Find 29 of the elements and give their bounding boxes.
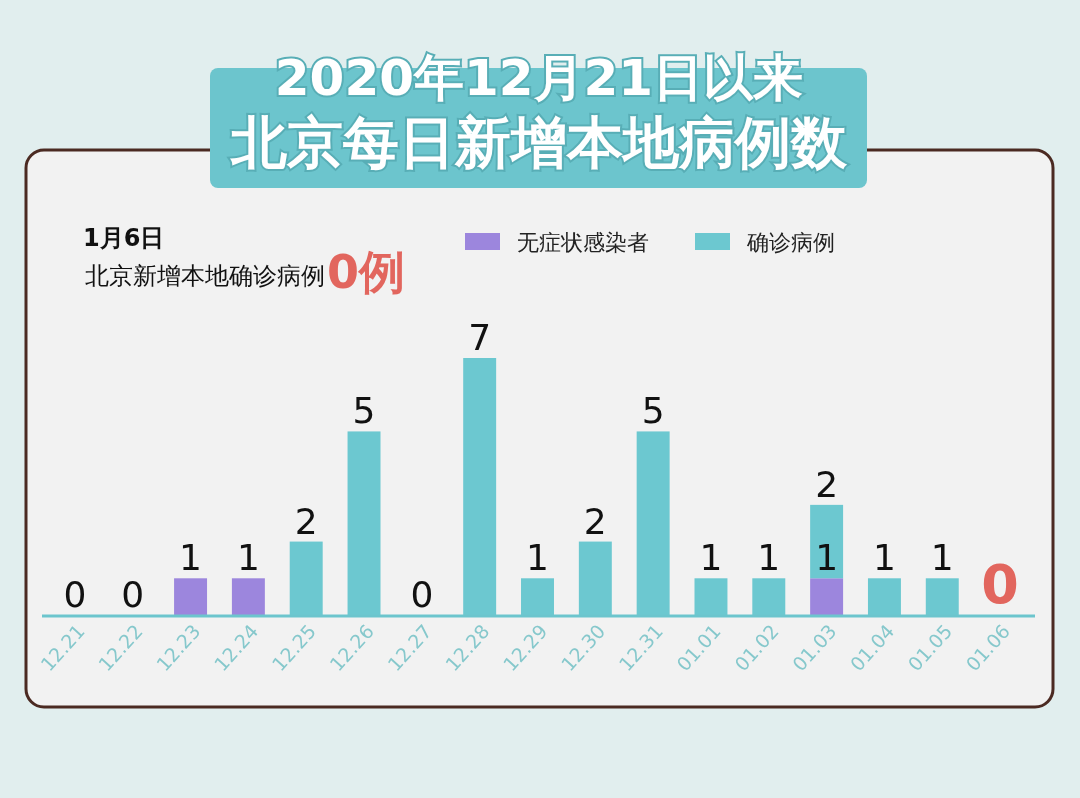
data-label: 1 (930, 537, 954, 579)
annotation: 0 (981, 553, 1019, 616)
data-label: 7 (468, 317, 492, 358)
text: 1月6日 (83, 224, 165, 252)
data-label: 1 (815, 537, 839, 579)
text: 北京新增本地确诊病例 (85, 262, 325, 290)
data-label: 0 (63, 574, 87, 615)
chart-subtitle: 北京每日新增本地病例数 (230, 110, 848, 175)
legend-label: 确诊病例 (746, 230, 835, 255)
data-label: 1 (699, 537, 723, 579)
chart-title: 2020年12月21日以来 (274, 49, 804, 107)
data-label: 5 (641, 390, 665, 432)
data-label: 1 (757, 537, 781, 579)
data-label: 2 (815, 463, 839, 505)
data-label: 0 (410, 574, 434, 615)
text: 0例 (327, 245, 406, 299)
data-label: 1 (526, 537, 549, 579)
data-label: 2 (583, 500, 607, 542)
data-label: 1 (236, 537, 260, 579)
bar (810, 504, 844, 579)
legend-label: 无症状感染者 (517, 230, 649, 255)
data-label: 1 (872, 537, 896, 579)
data-label: 5 (352, 390, 376, 432)
data-label: 1 (179, 537, 203, 579)
data-label: 0 (121, 574, 145, 615)
bar (174, 578, 208, 615)
bar (810, 578, 844, 615)
data-label: 2 (294, 500, 318, 542)
bar (231, 578, 265, 615)
